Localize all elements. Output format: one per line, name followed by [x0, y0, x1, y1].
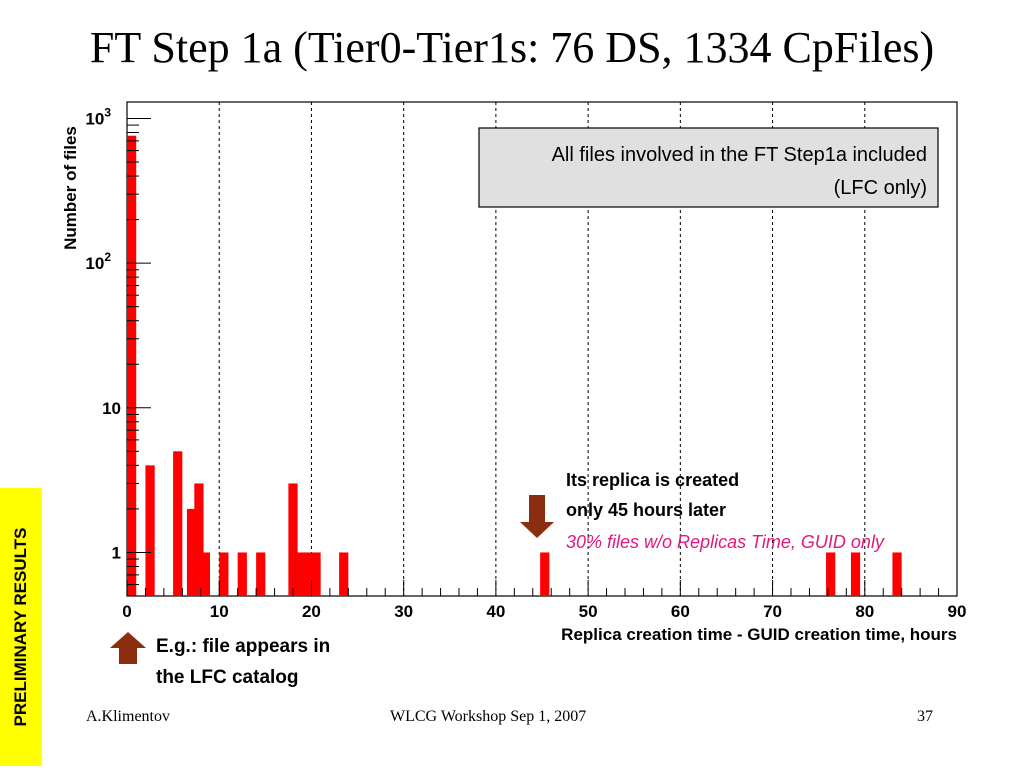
x-tick-label: 90: [948, 602, 967, 621]
histogram-bar: [194, 483, 204, 596]
histogram-bar: [237, 552, 247, 596]
axis-ticks: [126, 117, 958, 597]
preliminary-results-label: PRELIMINARY RESULTS: [11, 527, 30, 727]
legend-line-2: (LFC only): [834, 177, 927, 199]
x-tick-label: 70: [763, 602, 782, 621]
histogram-bar: [288, 483, 298, 596]
footer-event: WLCG Workshop Sep 1, 2007: [390, 708, 587, 725]
lfc-note-line-2: the LFC catalog: [156, 667, 299, 688]
histogram-bar: [311, 552, 321, 596]
y-tick-label: 102: [85, 250, 111, 273]
x-tick-label: 40: [486, 602, 505, 621]
histogram-bar: [892, 552, 902, 596]
x-tick-label: 0: [122, 602, 131, 621]
y-tick-label: 10: [102, 399, 121, 418]
x-tick-label: 50: [579, 602, 598, 621]
x-tick-labels: 0 10 20 30 40 50 60 70 80 90: [122, 602, 966, 621]
lfc-annotation: E.g.: file appears in the LFC catalog: [110, 632, 330, 688]
histogram-bar: [826, 552, 836, 596]
replica-annotation: Its replica is created only 45 hours lat…: [520, 470, 885, 552]
y-tick-label: 103: [85, 105, 111, 128]
legend-box: All files involved in the FT Step1a incl…: [478, 127, 939, 208]
y-tick-labels: 1 10 102 103: [85, 105, 121, 562]
histogram-bar: [127, 135, 137, 596]
histogram-bar: [145, 465, 155, 596]
footer-author: A.Klimentov: [86, 708, 170, 725]
italic-note: 30% files w/o Replicas Time, GUID only: [566, 532, 885, 552]
preliminary-results-banner: PRELIMINARY RESULTS: [0, 488, 42, 766]
x-tick-label: 60: [671, 602, 690, 621]
lfc-note-line-1: E.g.: file appears in: [156, 636, 330, 657]
y-axis-label: Number of files: [61, 126, 80, 250]
footer-page-number: 37: [917, 708, 933, 725]
replica-note-line-2: only 45 hours later: [566, 500, 726, 520]
slide-title: FT Step 1a (Tier0-Tier1s: 76 DS, 1334 Cp…: [89, 23, 935, 72]
legend-line-1: All files involved in the FT Step1a incl…: [552, 144, 927, 166]
histogram-bar: [850, 552, 861, 596]
y-tick-label: 1: [112, 543, 121, 562]
x-tick-label: 10: [210, 602, 229, 621]
y-tick-exponent: 2: [104, 250, 111, 264]
histogram-bar: [219, 552, 229, 596]
histogram-bar: [540, 552, 550, 596]
vertical-grid: [218, 102, 866, 596]
x-axis-label: Replica creation time - GUID creation ti…: [561, 625, 957, 644]
replica-note-line-1: Its replica is created: [566, 470, 739, 490]
histogram-bar: [256, 552, 266, 596]
histogram-bar: [173, 451, 183, 596]
histogram-bar: [339, 552, 349, 596]
down-arrow-icon: [520, 495, 554, 538]
x-tick-label: 30: [394, 602, 413, 621]
up-arrow-icon: [110, 632, 146, 664]
histogram-bar: [186, 508, 197, 596]
x-tick-label: 20: [302, 602, 321, 621]
y-tick-exponent: 3: [104, 105, 111, 119]
histogram-bars: [127, 135, 902, 596]
histogram-bar: [304, 552, 314, 596]
histogram-bar: [295, 552, 305, 596]
x-tick-label: 80: [855, 602, 874, 621]
histogram-bar: [200, 552, 210, 596]
